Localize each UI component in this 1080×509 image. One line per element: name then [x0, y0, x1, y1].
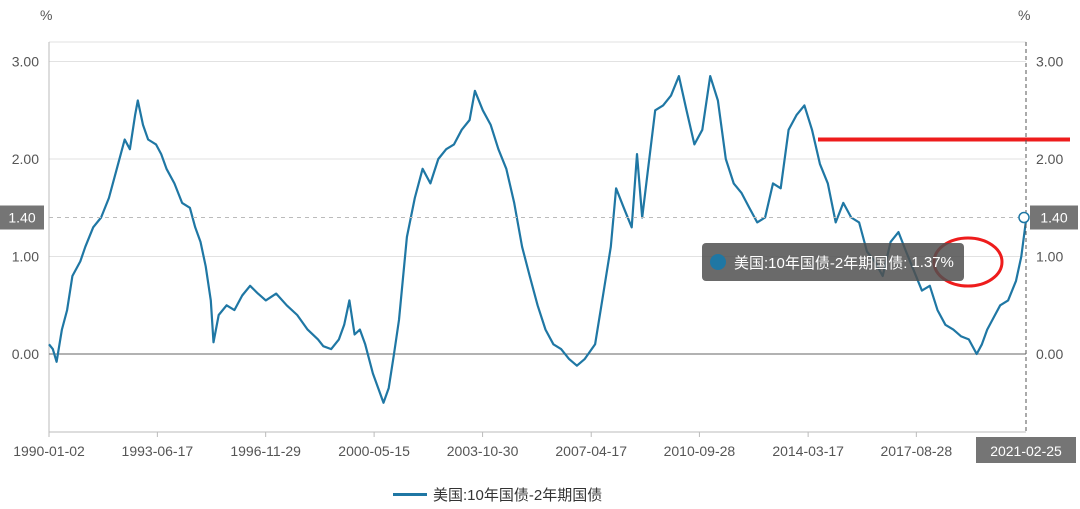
legend-label: 美国:10年国债-2年期国债 [433, 487, 603, 504]
y-tick-label-left: 2.00 [12, 151, 39, 167]
tooltip: 美国:10年国债-2年期国债: 1.37% [702, 243, 964, 281]
x-tick-label: 2017-08-28 [881, 443, 953, 459]
x-tick-label: 2003-10-30 [447, 443, 519, 459]
y-marker-tag-right [1030, 205, 1078, 230]
y-marker-label-left: 1.40 [8, 210, 35, 226]
x-marker-tag [976, 437, 1076, 463]
x-tick-label: 2000-05-15 [338, 443, 410, 459]
y-axis-unit-right: % [1018, 7, 1030, 23]
tooltip-value: 1.37% [911, 253, 954, 271]
y-axis-unit-left: % [40, 7, 52, 23]
x-tick-label: 2014-03-17 [772, 443, 844, 459]
legend[interactable]: 美国:10年国债-2年期国债 [393, 484, 602, 505]
marker-layer: 1.40 1.40 2021-02-25 [0, 42, 1078, 463]
y-tick-label-left: 3.00 [12, 54, 39, 70]
y-tick-label-right: 1.00 [1036, 249, 1063, 265]
x-tick-label: 1996-11-29 [230, 443, 301, 459]
y-tick-label-right: 3.00 [1036, 54, 1063, 70]
series-layer [48, 74, 1028, 404]
tooltip-series-label: 美国:10年国债-2年期国债: [734, 254, 908, 272]
y-tick-label-right: 2.00 [1036, 151, 1063, 167]
y-marker-label-right: 1.40 [1040, 210, 1067, 226]
hover-point [1018, 211, 1030, 224]
x-tick-label: 1990-01-02 [13, 443, 85, 459]
legend-swatch [393, 493, 427, 496]
tooltip-series-dot [710, 254, 726, 270]
y-tick-labels: 0.00 0.00 1.00 1.00 2.00 2.00 3.00 3.00 [12, 54, 1064, 363]
y-marker-tag-left [0, 205, 44, 230]
series-line [48, 74, 1028, 404]
axes [48, 42, 1026, 437]
y-tick-label-left: 0.00 [12, 346, 39, 362]
x-tick-labels: 1990-01-02 1993-06-17 1996-11-29 2000-05-15… [13, 443, 952, 459]
y-tick-label-right: 0.00 [1036, 346, 1063, 362]
x-tick-label: 2007-04-17 [555, 443, 627, 459]
x-tick-label: 2010-09-28 [664, 443, 736, 459]
x-marker-label: 2021-02-25 [990, 443, 1062, 459]
y-tick-label-left: 1.00 [12, 249, 39, 265]
x-tick-label: 1993-06-17 [122, 443, 194, 459]
